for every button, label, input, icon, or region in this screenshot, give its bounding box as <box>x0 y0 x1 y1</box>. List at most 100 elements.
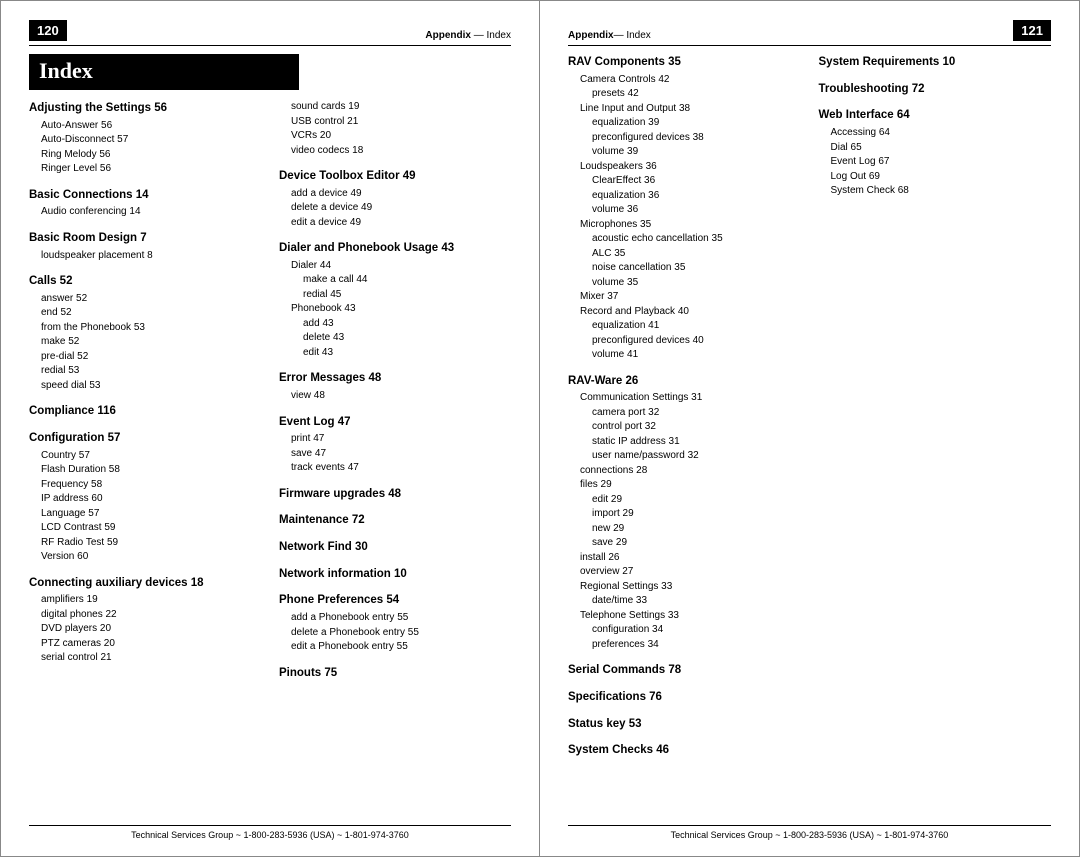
footer-right: Technical Services Group ~ 1-800-283-593… <box>568 825 1051 840</box>
left-col-1: Adjusting the Settings 56Auto-Answer 56A… <box>29 100 261 683</box>
footer-left: Technical Services Group ~ 1-800-283-593… <box>29 825 511 840</box>
index-topic: Web Interface 64 <box>819 107 1052 124</box>
index-subentry: IP address 60 <box>29 492 261 507</box>
index-topic: Dialer and Phonebook Usage 43 <box>279 240 511 257</box>
page-left: 120 Appendix — Index Index Adjusting the… <box>0 0 540 857</box>
index-topic: Troubleshooting 72 <box>819 81 1052 98</box>
index-subentry: Microphones 35 <box>568 218 801 233</box>
index-topic: Specifications 76 <box>568 689 801 706</box>
index-subentry: edit a Phonebook entry 55 <box>279 640 511 655</box>
index-subentry: track events 47 <box>279 461 511 476</box>
index-subentry: Communication Settings 31 <box>568 391 801 406</box>
page-right: Appendix— Index 121 RAV Components 35Cam… <box>540 0 1080 857</box>
index-subentry: Regional Settings 33 <box>568 580 801 595</box>
appendix-label-left: Appendix — Index <box>425 30 511 41</box>
index-subentry: loudspeaker placement 8 <box>29 249 261 264</box>
index-topic: Network information 10 <box>279 566 511 583</box>
index-topic: Compliance 116 <box>29 403 261 420</box>
index-subentry: delete a Phonebook entry 55 <box>279 626 511 641</box>
index-subentry: save 47 <box>279 447 511 462</box>
index-topic: Connecting auxiliary devices 18 <box>29 575 261 592</box>
index-subentry: sound cards 19 <box>279 100 511 115</box>
index-subentry: configuration 34 <box>568 623 801 638</box>
header-left: 120 Appendix — Index <box>29 19 511 41</box>
index-topic: System Requirements 10 <box>819 54 1052 71</box>
index-subentry: save 29 <box>568 536 801 551</box>
page-number-left: 120 <box>29 20 67 41</box>
index-subentry: edit a device 49 <box>279 216 511 231</box>
columns-left: Adjusting the Settings 56Auto-Answer 56A… <box>29 100 511 683</box>
index-subentry: volume 39 <box>568 145 801 160</box>
appendix-label-right: Appendix— Index <box>568 30 651 41</box>
index-subentry: Event Log 67 <box>819 155 1052 170</box>
index-subentry: Language 57 <box>29 507 261 522</box>
index-subentry: VCRs 20 <box>279 129 511 144</box>
index-subentry: import 29 <box>568 507 801 522</box>
index-subentry: digital phones 22 <box>29 608 261 623</box>
index-subentry: Dialer 44 <box>279 259 511 274</box>
index-subentry: user name/password 32 <box>568 449 801 464</box>
index-subentry: Loudspeakers 36 <box>568 160 801 175</box>
right-col-2: System Requirements 10 Troubleshooting 72… <box>819 54 1052 761</box>
index-subentry: pre-dial 52 <box>29 350 261 365</box>
index-subentry: ClearEffect 36 <box>568 174 801 189</box>
index-subentry: Version 60 <box>29 550 261 565</box>
index-subentry: USB control 21 <box>279 115 511 130</box>
index-subentry: Ring Melody 56 <box>29 148 261 163</box>
index-subentry: install 26 <box>568 551 801 566</box>
index-subentry: Audio conferencing 14 <box>29 205 261 220</box>
page-number-right: 121 <box>1013 20 1051 41</box>
left-col-2: sound cards 19USB control 21VCRs 20video… <box>279 100 511 683</box>
index-subentry: Frequency 58 <box>29 478 261 493</box>
index-subentry: camera port 32 <box>568 406 801 421</box>
index-topic: Calls 52 <box>29 273 261 290</box>
index-subentry: end 52 <box>29 306 261 321</box>
index-subentry: Log Out 69 <box>819 170 1052 185</box>
index-subentry: volume 36 <box>568 203 801 218</box>
index-topic: Basic Room Design 7 <box>29 230 261 247</box>
index-topic: Error Messages 48 <box>279 370 511 387</box>
index-subentry: view 48 <box>279 389 511 404</box>
index-subentry: Auto-Answer 56 <box>29 119 261 134</box>
index-subentry: RF Radio Test 59 <box>29 536 261 551</box>
index-subentry: volume 35 <box>568 276 801 291</box>
index-subentry: redial 53 <box>29 364 261 379</box>
index-topic: Maintenance 72 <box>279 512 511 529</box>
index-subentry: presets 42 <box>568 87 801 102</box>
index-topic: Serial Commands 78 <box>568 662 801 679</box>
header-right: Appendix— Index 121 <box>568 19 1051 41</box>
index-subentry: Camera Controls 42 <box>568 73 801 88</box>
index-subentry: overview 27 <box>568 565 801 580</box>
index-subentry: serial control 21 <box>29 651 261 666</box>
index-topic: Status key 53 <box>568 716 801 733</box>
index-subentry: edit 43 <box>279 346 511 361</box>
index-subentry: System Check 68 <box>819 184 1052 199</box>
index-subentry: equalization 39 <box>568 116 801 131</box>
index-subentry: edit 29 <box>568 493 801 508</box>
index-topic: Phone Preferences 54 <box>279 592 511 609</box>
index-subentry: files 29 <box>568 478 801 493</box>
index-subentry: redial 45 <box>279 288 511 303</box>
index-topic: Device Toolbox Editor 49 <box>279 168 511 185</box>
index-subentry: preconfigured devices 38 <box>568 131 801 146</box>
index-subentry: speed dial 53 <box>29 379 261 394</box>
index-subentry: Ringer Level 56 <box>29 162 261 177</box>
index-subentry: acoustic echo cancellation 35 <box>568 232 801 247</box>
index-subentry: add 43 <box>279 317 511 332</box>
index-subentry: add a Phonebook entry 55 <box>279 611 511 626</box>
index-subentry: Mixer 37 <box>568 290 801 305</box>
index-topic: Configuration 57 <box>29 430 261 447</box>
top-rule-right <box>568 45 1051 46</box>
index-topic: System Checks 46 <box>568 742 801 759</box>
index-subentry: preconfigured devices 40 <box>568 334 801 349</box>
index-subentry: Auto-Disconnect 57 <box>29 133 261 148</box>
index-subentry: video codecs 18 <box>279 144 511 159</box>
index-heading: Index <box>29 54 299 90</box>
index-subentry: make 52 <box>29 335 261 350</box>
index-subentry: make a call 44 <box>279 273 511 288</box>
columns-right: RAV Components 35Camera Controls 42prese… <box>568 54 1051 761</box>
index-subentry: noise cancellation 35 <box>568 261 801 276</box>
index-subentry: Flash Duration 58 <box>29 463 261 478</box>
index-subentry: volume 41 <box>568 348 801 363</box>
index-subentry: Country 57 <box>29 449 261 464</box>
